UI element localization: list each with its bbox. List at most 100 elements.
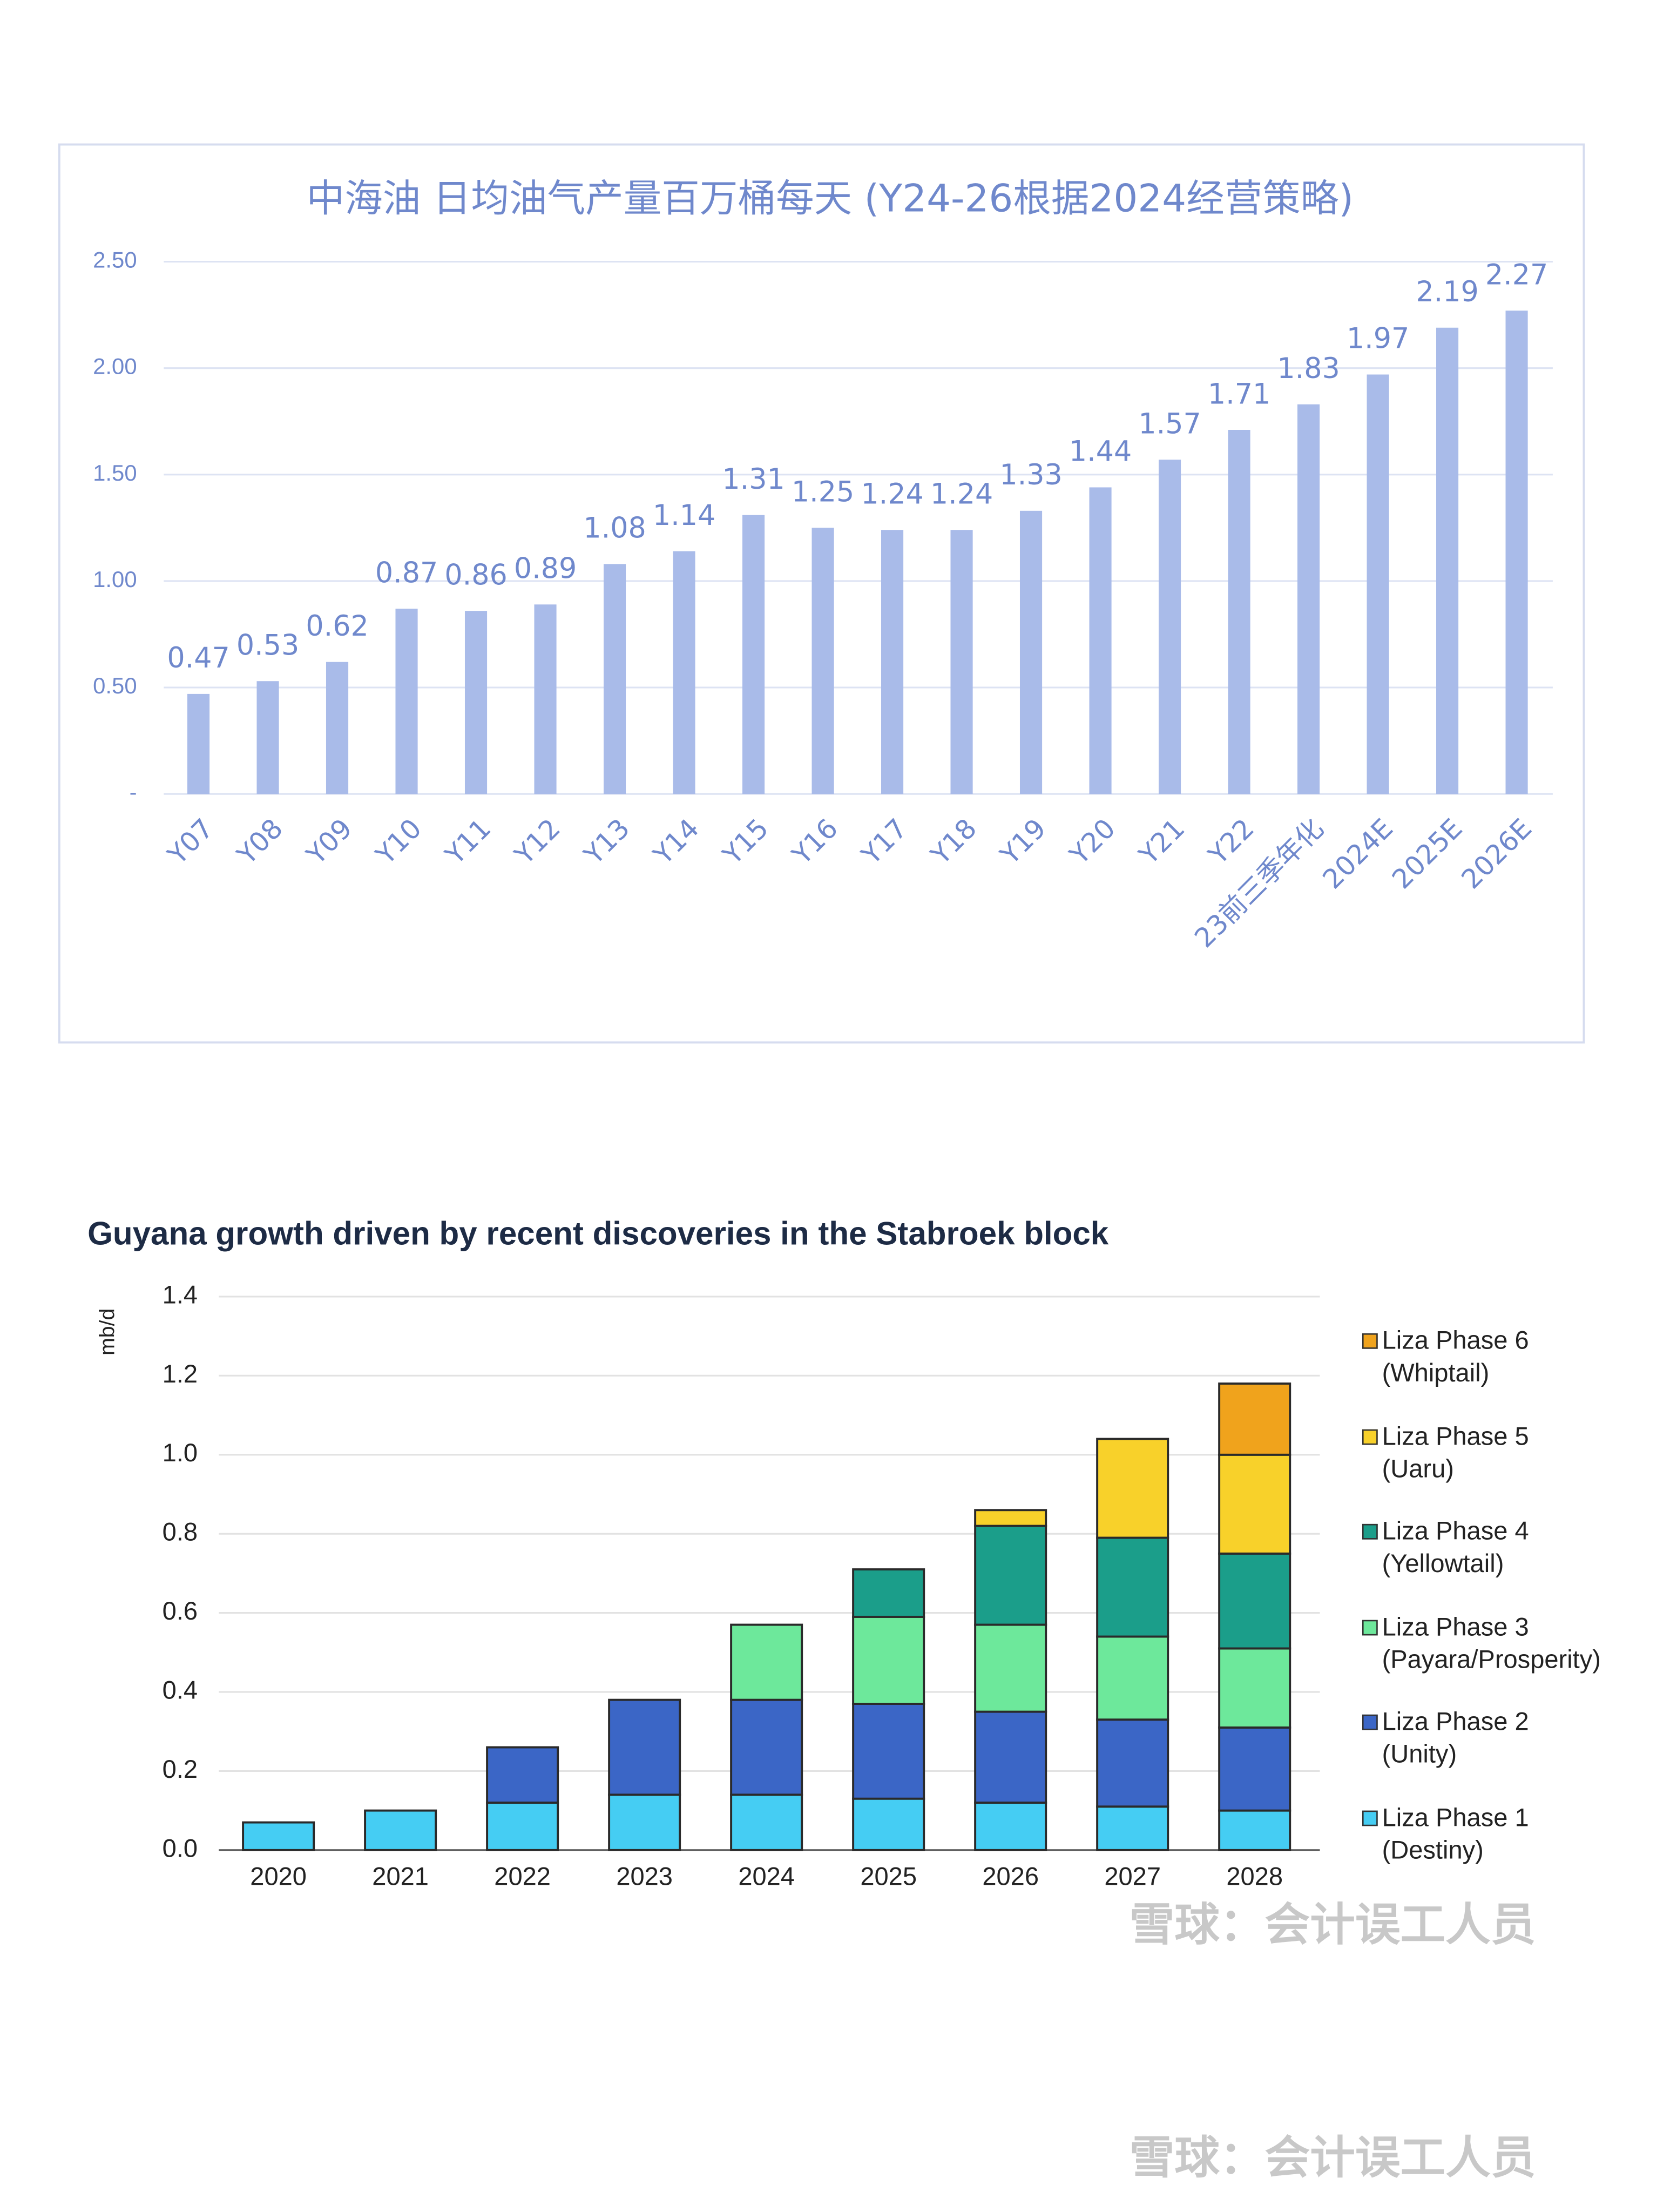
x-tick-label: 2025 [860, 1862, 917, 1891]
bar-segment [1218, 1726, 1291, 1812]
bar-segment [1096, 1536, 1169, 1638]
bar-segment [974, 1623, 1047, 1713]
legend-entry: Liza Phase 4 (Yellowtail) [1362, 1515, 1645, 1580]
legend-item: Liza Phase 6 (Whiptail) [1362, 1325, 1645, 1390]
legend-entry: Liza Phase 3 (Payara/Prosperity) [1362, 1611, 1645, 1676]
y-tick-label: 0.0 [163, 1833, 198, 1862]
data-label: 1.71 [1208, 377, 1270, 410]
bar-segment [730, 1698, 803, 1796]
legend-entry: Liza Phase 6 (Whiptail) [1362, 1325, 1645, 1390]
data-label: 0.47 [167, 642, 229, 675]
data-label: 0.89 [514, 552, 577, 585]
bar-segment [1096, 1438, 1169, 1539]
legend-item: Liza Phase 2 (Unity) [1362, 1706, 1645, 1771]
x-tick-label: Y11 [439, 813, 497, 871]
data-label: 0.87 [375, 556, 438, 589]
y-tick-label: 0.50 [93, 673, 137, 698]
bar [1089, 487, 1112, 794]
bar-segment [1096, 1718, 1169, 1808]
y-tick-label: 1.50 [93, 460, 137, 485]
data-label: 0.86 [444, 558, 507, 591]
x-tick-label: Y07 [161, 813, 220, 871]
legend-label: Liza Phase 2 (Unity) [1382, 1707, 1529, 1769]
x-tick-label: 2027 [1104, 1862, 1161, 1891]
bar-segment [852, 1568, 925, 1618]
x-tick-label: Y21 [1133, 813, 1191, 871]
legend-label: Liza Phase 6 (Whiptail) [1382, 1326, 1529, 1387]
data-label: 1.14 [653, 499, 715, 532]
legend-swatch [1362, 1523, 1378, 1540]
y-tick-label: 1.00 [93, 567, 137, 592]
data-label: 1.31 [722, 463, 785, 496]
x-tick-label: 2026 [982, 1862, 1039, 1891]
data-label: 0.62 [306, 610, 368, 643]
y-tick-label: 2.50 [93, 247, 137, 273]
bar-segment [608, 1698, 681, 1796]
legend-item: Liza Phase 1 (Destiny) [1362, 1802, 1645, 1866]
legend-entry: Liza Phase 2 (Unity) [1362, 1706, 1645, 1771]
bar [673, 551, 695, 794]
bar-segment [730, 1793, 803, 1851]
bar-segment [852, 1703, 925, 1800]
x-tick-label: 2028 [1226, 1862, 1283, 1891]
data-label: 2.27 [1485, 258, 1548, 291]
y-tick-label: 0.4 [163, 1675, 198, 1704]
legend-swatch [1362, 1428, 1378, 1445]
y-tick-label: - [130, 779, 137, 805]
legend-entry: Liza Phase 1 (Destiny) [1362, 1802, 1645, 1866]
x-tick-label: 2024 [738, 1862, 795, 1891]
bar-segment [364, 1809, 437, 1851]
bar [742, 515, 765, 794]
chart-title: Guyana growth driven by recent discoveri… [87, 1215, 1109, 1251]
y-tick-label: 1.4 [163, 1280, 198, 1309]
legend-item: Liza Phase 5 (Uaru) [1362, 1420, 1645, 1485]
bar [1297, 404, 1320, 794]
bar [1019, 510, 1043, 794]
x-tick-label: Y18 [924, 813, 983, 871]
bar-segment [852, 1797, 925, 1851]
chart-frame [58, 143, 1585, 1044]
bar [256, 681, 279, 794]
bar [950, 530, 973, 794]
legend-label: Liza Phase 5 (Uaru) [1382, 1421, 1529, 1482]
y-tick-label: 0.2 [163, 1755, 198, 1783]
legend-item: Liza Phase 3 (Payara/Prosperity) [1362, 1611, 1645, 1676]
x-tick-label: 2023 [616, 1862, 673, 1891]
bar-segment [486, 1802, 559, 1851]
bar [1228, 430, 1250, 794]
bar-segment [730, 1623, 803, 1701]
x-tick-label: 2024E [1316, 813, 1399, 895]
bar [603, 564, 626, 794]
bar-segment [1096, 1805, 1169, 1851]
bar [1505, 311, 1528, 794]
x-tick-label: Y17 [855, 813, 914, 871]
bar-segment [1218, 1453, 1291, 1555]
x-tick-label: Y20 [1063, 813, 1121, 871]
y-tick-label: 2.00 [93, 354, 137, 379]
x-tick-label: Y19 [994, 813, 1052, 871]
x-tick-label: Y09 [300, 813, 359, 871]
bar-segment [974, 1509, 1047, 1527]
data-label: 2.19 [1416, 275, 1478, 308]
bar-segment [1218, 1552, 1291, 1650]
bar-segment [1218, 1382, 1291, 1456]
x-tick-label: 2025E [1386, 813, 1469, 895]
bar [534, 604, 557, 794]
x-tick-label: Y14 [647, 813, 705, 871]
data-label: 1.44 [1069, 435, 1132, 468]
y-tick-label: 1.0 [163, 1438, 198, 1467]
bar [812, 528, 834, 794]
bar-segment [1218, 1809, 1291, 1851]
legend-swatch [1362, 1714, 1378, 1730]
bar-segment [974, 1710, 1047, 1804]
legend-swatch [1362, 1619, 1378, 1635]
y-tick-label: 0.8 [163, 1518, 198, 1546]
y-tick-label: 0.6 [163, 1596, 198, 1625]
data-label: 1.24 [930, 478, 993, 511]
x-tick-label: Y22 [1202, 813, 1260, 871]
data-label: 1.08 [583, 512, 646, 545]
bar-segment [1218, 1647, 1291, 1729]
watermark: 雪球：会计误工人员 [1130, 2131, 1536, 2184]
legend-entry: Liza Phase 5 (Uaru) [1362, 1420, 1645, 1485]
